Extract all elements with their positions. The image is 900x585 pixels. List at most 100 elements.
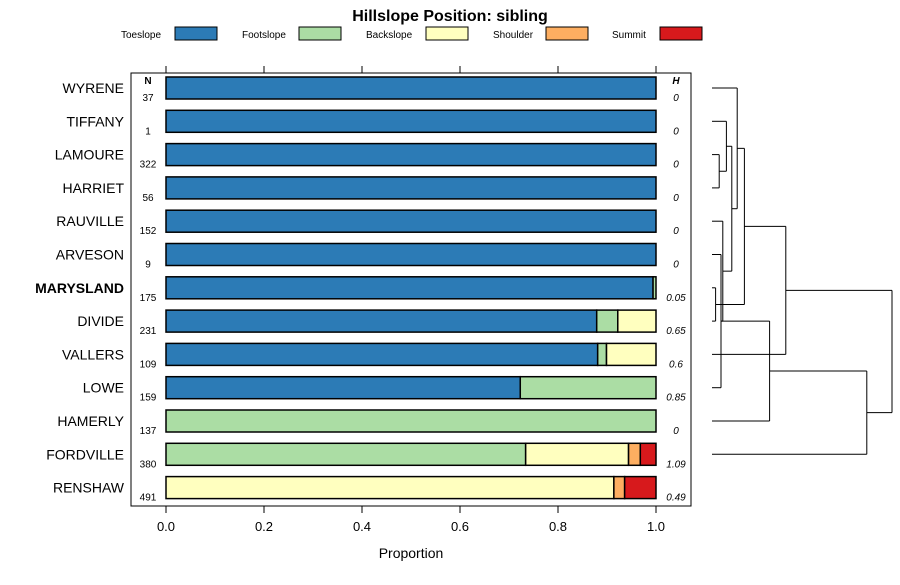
bar-segment [165, 209, 657, 233]
row-h: 0 [673, 226, 679, 237]
row-label: LOWE [83, 380, 124, 396]
top-axis-ticks [165, 66, 657, 73]
bar-segment [165, 409, 657, 433]
row-h: 0.49 [666, 493, 686, 504]
bar-segment [165, 375, 522, 400]
dendrogram [712, 87, 893, 455]
bar-segment [595, 309, 619, 333]
row-n: 56 [142, 193, 154, 204]
row-h: 0 [673, 260, 679, 271]
bar-row: ARVESON 9 0 [56, 242, 679, 271]
x-tick-label: 0.8 [549, 519, 567, 534]
legend-label: Backslope [366, 30, 413, 41]
n-column-header: N [144, 76, 151, 87]
row-label: ARVESON [56, 247, 124, 263]
plot-frame [130, 72, 692, 507]
row-h: 0 [673, 160, 679, 171]
row-n: 231 [140, 326, 157, 337]
row-label: VALLERS [62, 346, 124, 362]
legend-swatch [659, 26, 703, 41]
bar-segment [165, 309, 598, 333]
bar-segment [596, 342, 608, 367]
row-label: DIVIDE [77, 313, 124, 329]
bar-segment [623, 475, 657, 500]
bar-segment [165, 342, 599, 367]
x-tick-label: 0.2 [255, 519, 273, 534]
row-n: 152 [140, 226, 157, 237]
bar-segment [605, 342, 657, 367]
row-h: 0 [673, 93, 679, 104]
legend-swatch [174, 26, 218, 41]
row-n: 491 [140, 493, 157, 504]
row-h: 1.09 [666, 459, 686, 470]
bar-segment [627, 442, 642, 467]
legend-label: Shoulder [493, 30, 534, 41]
row-h: 0.65 [666, 326, 686, 337]
row-n: 1 [145, 126, 151, 137]
bar-row: RAUVILLE 152 0 [56, 209, 679, 237]
row-h: 0.05 [666, 293, 686, 304]
row-n: 109 [140, 359, 157, 370]
bar-row: LOWE 159 0.85 [83, 375, 686, 404]
row-h: 0 [673, 193, 679, 204]
legend-label: Footslope [242, 30, 286, 41]
bar-row: FORDVILLE 380 1.09 [46, 442, 686, 470]
row-n: 9 [145, 260, 151, 271]
legend-swatch [298, 26, 342, 41]
row-n: 37 [142, 93, 154, 104]
bar-segment [617, 309, 657, 333]
row-n: 322 [140, 160, 157, 171]
chart-title: Hillslope Position: sibling [352, 8, 548, 25]
bar-row: VALLERS 109 0.6 [62, 342, 683, 370]
bar-segment [519, 375, 657, 400]
row-label: HARRIET [63, 180, 125, 196]
row-label: LAMOURE [55, 147, 124, 163]
bar-segment [165, 442, 527, 467]
legend-label: Summit [612, 30, 646, 41]
bar-segment [165, 76, 657, 100]
row-label: TIFFANY [66, 113, 124, 129]
bar-row: MARYSLAND 175 0.05 [35, 276, 686, 304]
x-tick-label: 1.0 [647, 519, 665, 534]
bar-segment [524, 442, 630, 467]
legend-swatch [545, 26, 589, 41]
bar-row: HAMERLY 137 0 [57, 409, 679, 437]
bar-segment [652, 276, 657, 300]
row-label: RENSHAW [53, 480, 125, 496]
bar-row: HARRIET 56 0 [63, 176, 679, 204]
legend-swatch [425, 26, 469, 41]
bar-row: DIVIDE 231 0.65 [77, 309, 686, 337]
x-tick-label: 0.0 [157, 519, 175, 534]
legend-label: Toeslope [121, 30, 161, 41]
bar-rows: WYRENE 37 0 TIFFANY 1 0 LAMOURE 322 0 HARRIET 56 0 R… [35, 76, 686, 504]
row-label: WYRENE [63, 80, 124, 96]
bar-segment [165, 176, 657, 200]
bar-row: WYRENE 37 0 [63, 76, 679, 104]
bar-row: TIFFANY 1 0 [66, 109, 679, 137]
bar-segment [165, 142, 657, 167]
row-n: 159 [140, 393, 157, 404]
row-n: 137 [140, 426, 157, 437]
row-label: FORDVILLE [46, 446, 124, 462]
row-h: 0.6 [669, 359, 683, 370]
row-n: 175 [140, 293, 157, 304]
x-axis-title: Proportion [379, 545, 444, 561]
row-h: 0 [673, 126, 679, 137]
row-h: 0 [673, 426, 679, 437]
h-column-header: H [672, 76, 680, 87]
row-h: 0.85 [666, 393, 686, 404]
x-tick-label: 0.4 [353, 519, 371, 534]
bar-segment [165, 475, 615, 500]
row-n: 380 [140, 459, 157, 470]
bar-segment [165, 109, 657, 134]
bar-segment [613, 475, 626, 500]
bar-row: LAMOURE 322 0 [55, 142, 679, 171]
x-tick-label: 0.6 [451, 519, 469, 534]
bar-segment [165, 276, 654, 300]
bar-segment [165, 242, 657, 267]
x-axis: 0.0 0.2 0.4 0.6 0.8 1.0 [157, 506, 665, 534]
bar-segment [639, 442, 657, 467]
row-label: HAMERLY [57, 413, 124, 429]
legend: Toeslope Footslope Backslope Shoulder Summit [121, 26, 703, 41]
